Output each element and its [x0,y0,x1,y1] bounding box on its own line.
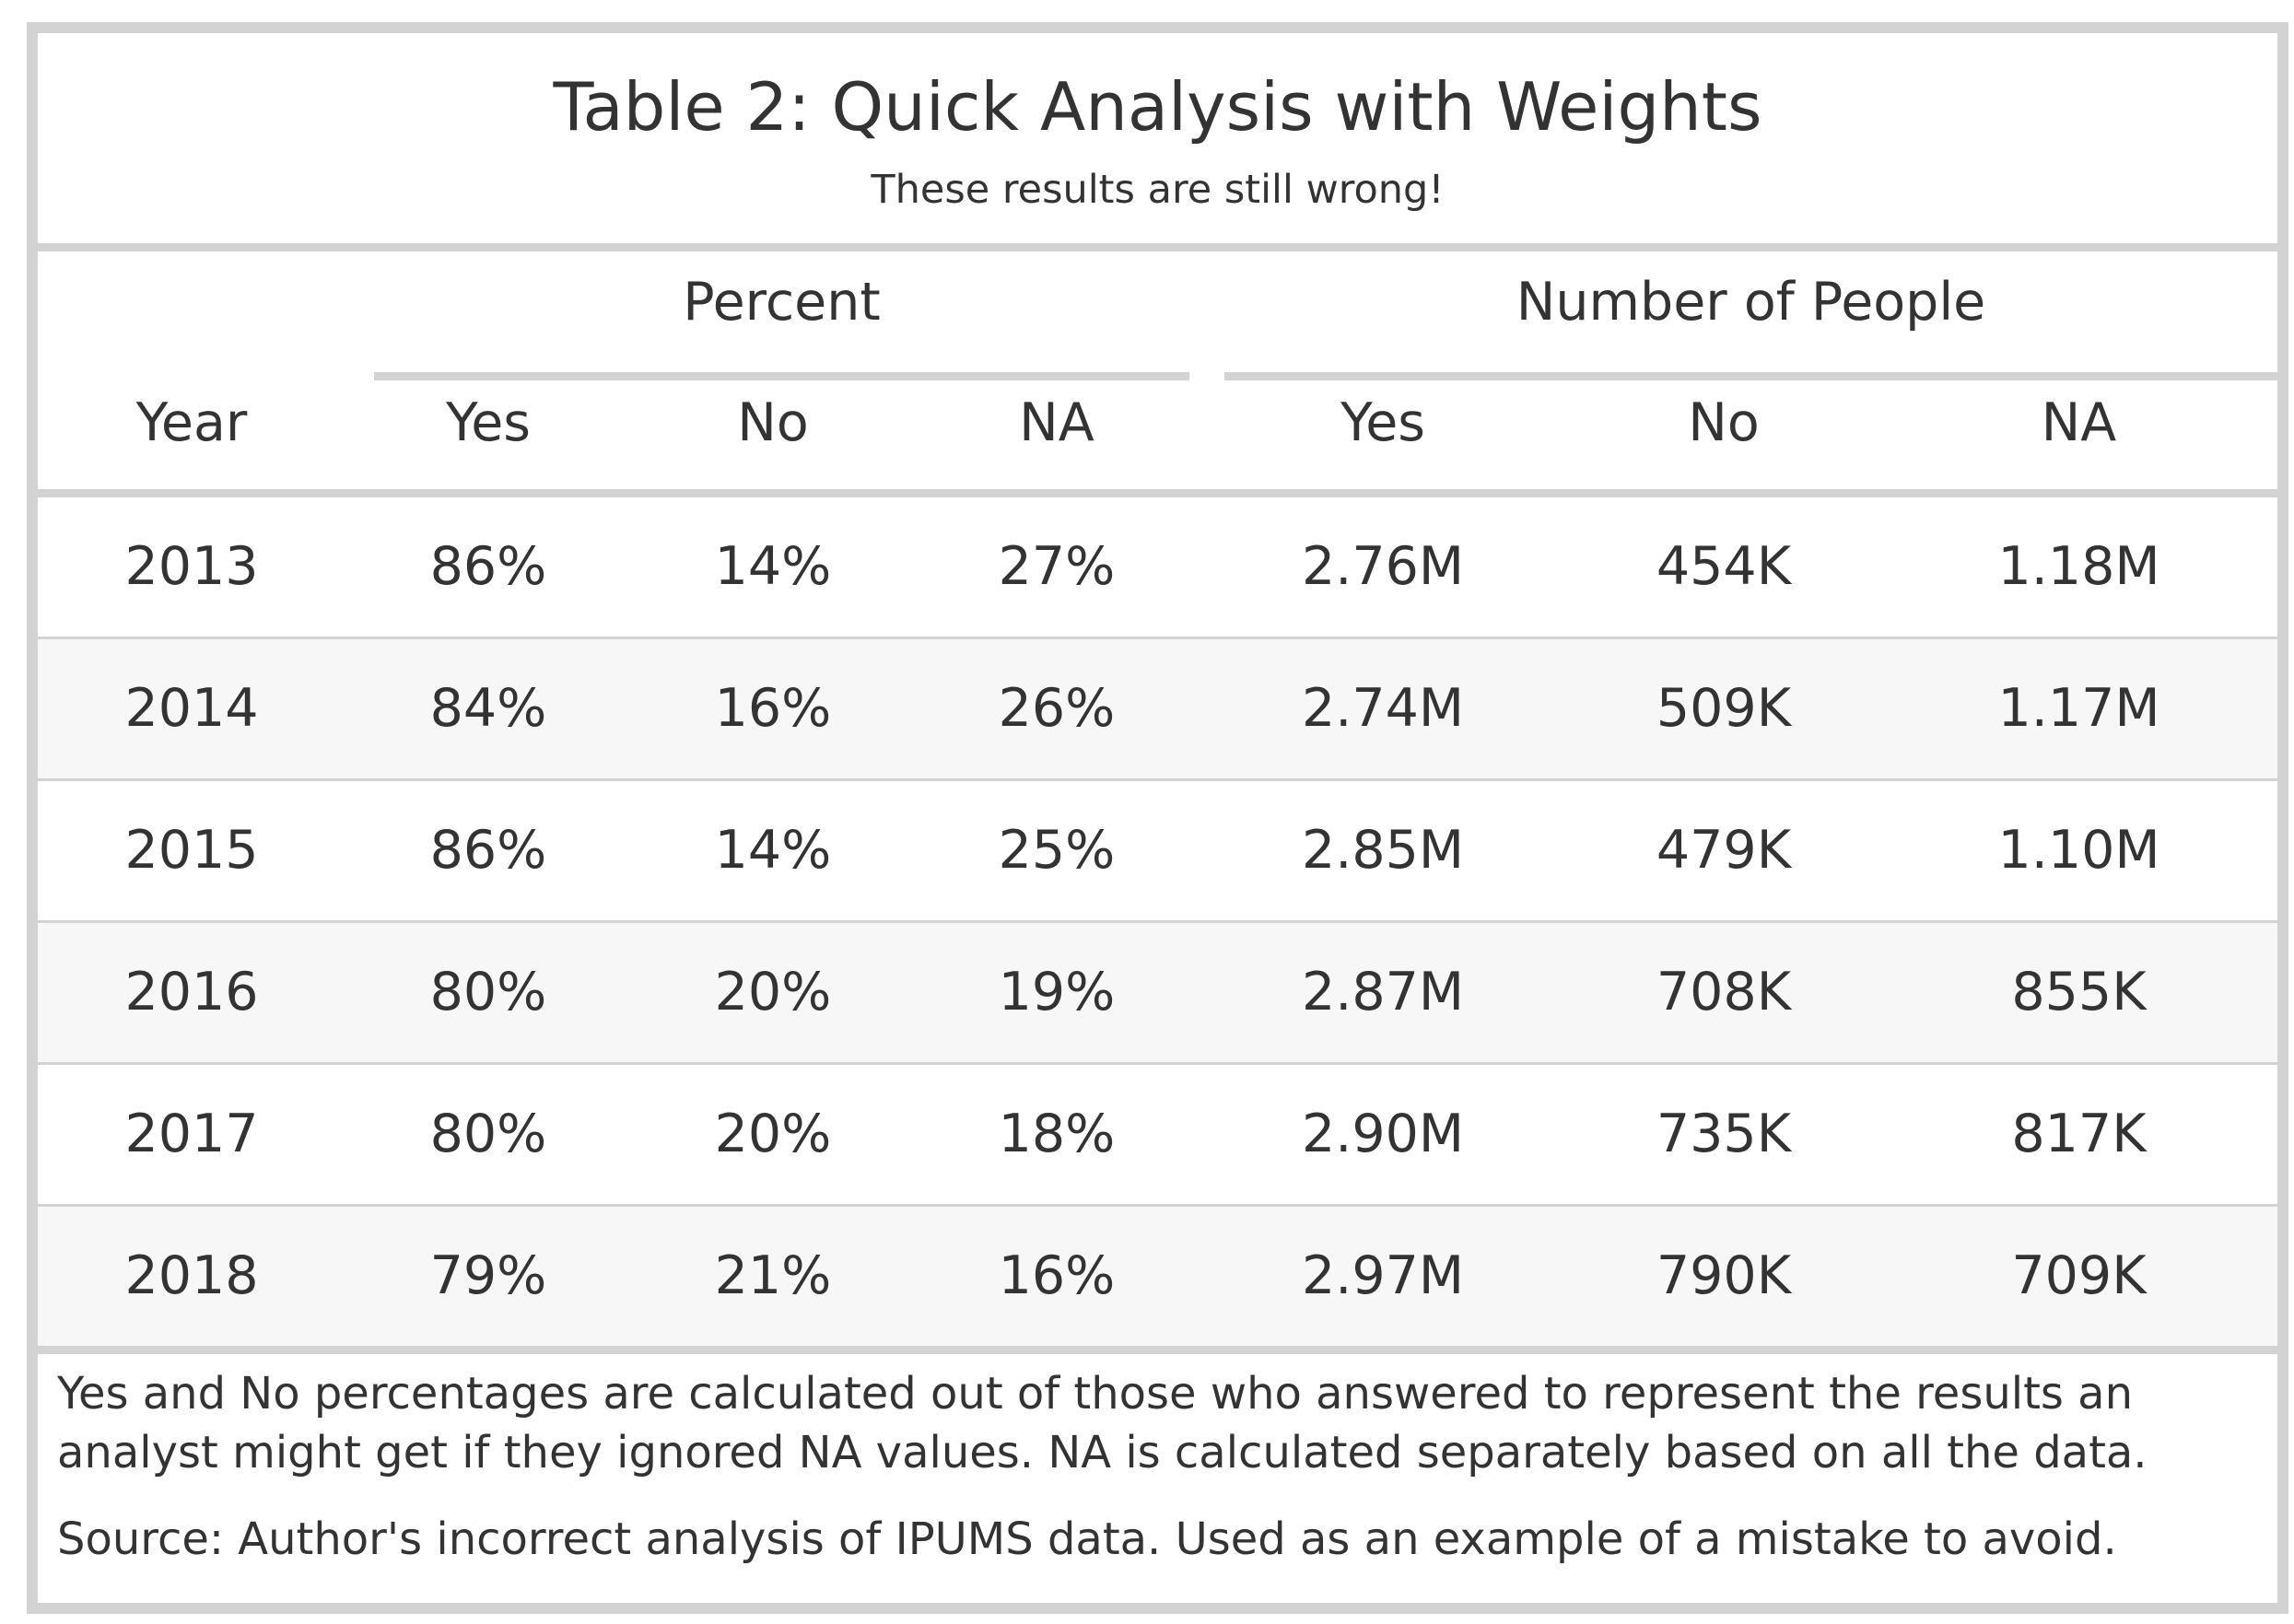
spanner-number-of-people: Number of People [1224,251,2277,380]
cell-people-yes: 2.97M [1301,1245,1465,1306]
cell-people-no: 790K [1656,1245,1792,1306]
table-row: 2013 86% 14% 27% 2.76M 454K 1.18M [38,497,2277,639]
table-subtitle: These results are still wrong! [871,167,1445,213]
column-header-percent-no: No [737,392,809,453]
cell-people-no: 735K [1656,1104,1792,1164]
cell-year: 2018 [124,1245,259,1306]
table-row: 2016 80% 20% 19% 2.87M 708K 855K [38,923,2277,1065]
cell-percent-no: 14% [714,536,832,597]
cell-people-na: 855K [2011,962,2147,1022]
cell-year: 2013 [124,536,259,597]
cell-percent-na: 27% [998,536,1116,597]
spanner-percent-rule [374,372,1189,380]
cell-percent-no: 21% [714,1245,832,1306]
table-body: 2013 86% 14% 27% 2.76M 454K 1.18M 2014 8… [38,497,2277,1354]
cell-people-na: 1.17M [1997,678,2160,739]
cell-people-na: 709K [2011,1245,2147,1306]
cell-people-no: 479K [1656,820,1792,881]
cell-people-no: 708K [1656,962,1792,1022]
column-header-people-na: NA [2041,392,2117,453]
column-header-people-yes: Yes [1340,392,1425,453]
spanner-people-rule [1224,372,2277,380]
column-header-percent-na: NA [1019,392,1094,453]
cell-people-yes: 2.85M [1301,820,1465,881]
cell-people-no: 509K [1656,678,1792,739]
column-header-percent-yes: Yes [445,392,531,453]
table-row: 2018 79% 21% 16% 2.97M 790K 709K [38,1207,2277,1354]
spanner-people-label: Number of People [1516,272,1986,333]
cell-people-na: 1.18M [1997,536,2160,597]
cell-percent-no: 16% [714,678,832,739]
cell-year: 2014 [124,678,259,739]
cell-people-no: 454K [1656,536,1792,597]
table-footnote: Yes and No percentages are calculated ou… [57,1368,2148,1478]
cell-percent-no: 14% [714,820,832,881]
cell-percent-na: 26% [998,678,1116,739]
cell-percent-no: 20% [714,1104,832,1164]
table-source-note: Source: Author's incorrect analysis of I… [57,1513,2117,1565]
cell-people-yes: 2.74M [1301,678,1465,739]
cell-people-na: 817K [2011,1104,2147,1164]
cell-year: 2015 [124,820,259,881]
cell-percent-yes: 79% [429,1245,547,1306]
cell-percent-yes: 80% [429,1104,547,1164]
cell-people-na: 1.10M [1997,820,2160,881]
column-header-people-no: No [1688,392,1760,453]
column-header-year: Year [135,392,248,453]
cell-percent-na: 18% [998,1104,1116,1164]
cell-year: 2017 [124,1104,259,1164]
table-row: 2015 86% 14% 25% 2.85M 479K 1.10M [38,781,2277,923]
cell-percent-yes: 86% [429,820,547,881]
cell-percent-na: 25% [998,820,1116,881]
cell-percent-no: 20% [714,962,832,1022]
cell-percent-yes: 86% [429,536,547,597]
column-header-row: Year Yes No NA Yes No NA [38,372,2277,497]
cell-people-yes: 2.87M [1301,962,1465,1022]
spanner-percent-label: Percent [683,272,881,333]
cell-percent-na: 16% [998,1245,1116,1306]
table-row: 2017 80% 20% 18% 2.90M 735K 817K [38,1065,2277,1207]
table-row: 2014 84% 16% 26% 2.74M 509K 1.17M [38,639,2277,781]
table-heading: Table 2: Quick Analysis with Weights The… [38,33,2277,251]
cell-percent-yes: 84% [429,678,547,739]
cell-year: 2016 [124,962,259,1022]
spanner-percent: Percent [374,251,1189,380]
cell-percent-na: 19% [998,962,1116,1022]
cell-percent-yes: 80% [429,962,547,1022]
table-title: Table 2: Quick Analysis with Weights [553,68,1762,146]
cell-people-yes: 2.90M [1301,1104,1465,1164]
cell-people-yes: 2.76M [1301,536,1465,597]
results-table: Table 2: Quick Analysis with Weights The… [27,22,2288,1614]
